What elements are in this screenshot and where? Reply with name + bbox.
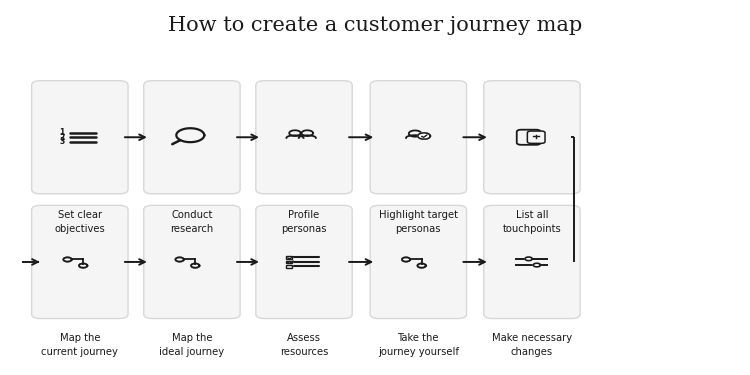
- FancyBboxPatch shape: [527, 131, 545, 143]
- Polygon shape: [525, 257, 532, 261]
- Text: Take the
journey yourself: Take the journey yourself: [378, 333, 459, 357]
- Text: 2: 2: [59, 133, 64, 142]
- FancyBboxPatch shape: [484, 81, 580, 194]
- FancyBboxPatch shape: [256, 81, 352, 194]
- Text: Make necessary
changes: Make necessary changes: [492, 333, 572, 357]
- Bar: [286, 261, 292, 263]
- Polygon shape: [418, 264, 426, 268]
- Polygon shape: [64, 258, 72, 261]
- Polygon shape: [418, 133, 430, 139]
- Bar: [286, 256, 292, 259]
- FancyBboxPatch shape: [144, 206, 240, 318]
- Text: How to create a customer journey map: How to create a customer journey map: [168, 16, 582, 35]
- Text: Map the
ideal journey: Map the ideal journey: [159, 333, 224, 357]
- Polygon shape: [191, 264, 200, 268]
- Polygon shape: [176, 258, 184, 261]
- Text: 1: 1: [59, 128, 64, 137]
- FancyBboxPatch shape: [32, 81, 128, 194]
- Text: Conduct
research: Conduct research: [170, 210, 214, 234]
- FancyBboxPatch shape: [484, 206, 580, 318]
- Text: 3: 3: [59, 137, 64, 146]
- Text: Profile
personas: Profile personas: [281, 210, 327, 234]
- Bar: [286, 265, 292, 268]
- Polygon shape: [79, 264, 87, 268]
- Text: Highlight target
personas: Highlight target personas: [379, 210, 458, 234]
- FancyBboxPatch shape: [32, 206, 128, 318]
- Polygon shape: [402, 258, 410, 261]
- Text: List all
touchpoints: List all touchpoints: [503, 210, 561, 234]
- Polygon shape: [533, 263, 541, 267]
- Text: Set clear
objectives: Set clear objectives: [55, 210, 105, 234]
- FancyBboxPatch shape: [370, 206, 466, 318]
- FancyBboxPatch shape: [256, 206, 352, 318]
- FancyBboxPatch shape: [144, 81, 240, 194]
- FancyBboxPatch shape: [370, 81, 466, 194]
- Text: Map the
current journey: Map the current journey: [41, 333, 118, 357]
- Text: Assess
resources: Assess resources: [280, 333, 328, 357]
